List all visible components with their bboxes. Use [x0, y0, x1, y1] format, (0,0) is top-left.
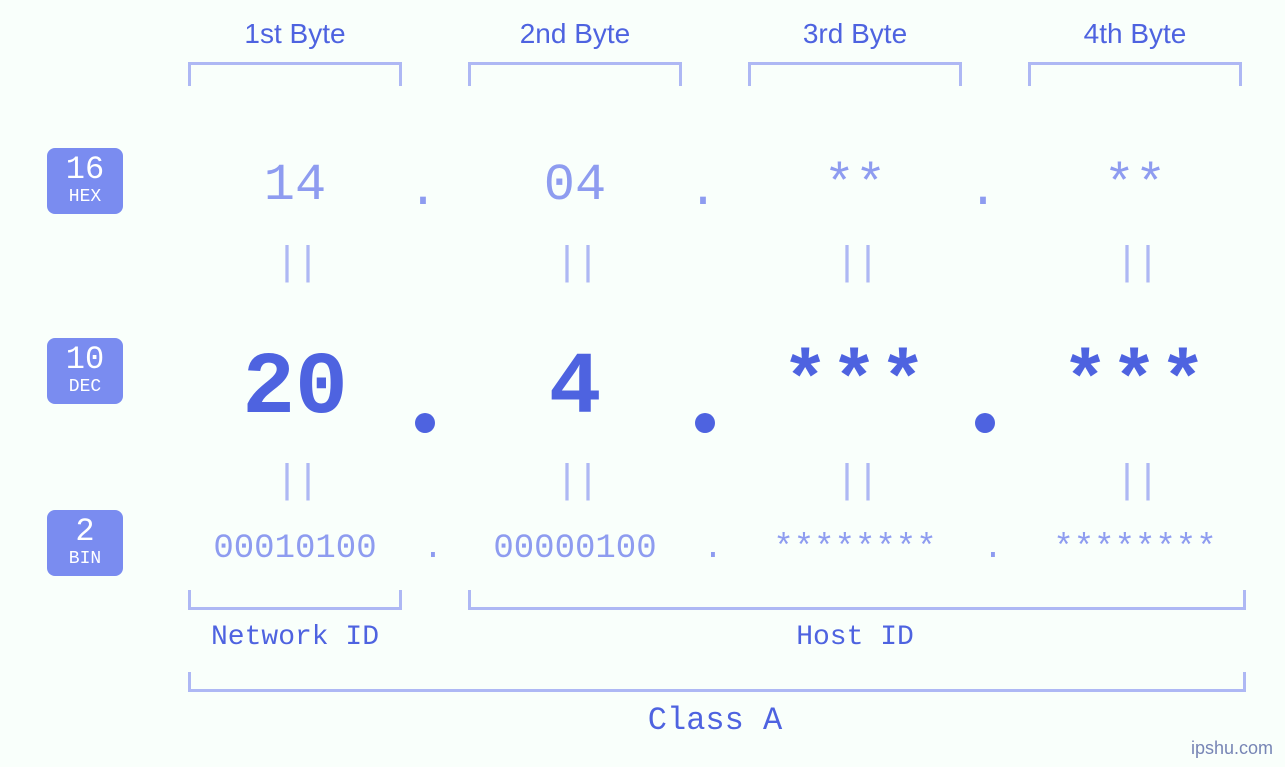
bin-byte-4: ********	[1000, 530, 1270, 568]
dot-hex-1: .	[408, 163, 438, 220]
hex-byte-1: 14	[180, 156, 410, 215]
badge-bin-label: BIN	[47, 550, 123, 568]
dot-hex-3: .	[968, 163, 998, 220]
dot-dec-2	[695, 413, 715, 433]
badge-dec-label: DEC	[47, 378, 123, 396]
eq-1-2: ||	[555, 242, 595, 287]
bin-byte-1: 00010100	[160, 530, 430, 568]
dec-byte-3: ***	[740, 340, 970, 428]
hex-byte-4: **	[1020, 156, 1250, 215]
dec-byte-4: ***	[1020, 340, 1250, 428]
badge-hex-num: 16	[47, 154, 123, 186]
badge-bin-num: 2	[47, 516, 123, 548]
hex-byte-3: **	[740, 156, 970, 215]
eq-2-4: ||	[1115, 460, 1155, 505]
dot-hex-2: .	[688, 163, 718, 220]
bracket-top-2	[468, 62, 682, 86]
label-network-id: Network ID	[180, 622, 410, 653]
bracket-network	[188, 590, 402, 610]
byte-header-4: 4th Byte	[1020, 18, 1250, 50]
byte-header-1: 1st Byte	[180, 18, 410, 50]
eq-2-3: ||	[835, 460, 875, 505]
badge-bin: 2 BIN	[47, 510, 123, 576]
badge-dec-num: 10	[47, 344, 123, 376]
badge-hex: 16 HEX	[47, 148, 123, 214]
bracket-top-4	[1028, 62, 1242, 86]
ip-diagram: 1st Byte 2nd Byte 3rd Byte 4th Byte 16 H…	[0, 0, 1285, 767]
bin-byte-2: 00000100	[440, 530, 710, 568]
bracket-host	[468, 590, 1246, 610]
badge-dec: 10 DEC	[47, 338, 123, 404]
bracket-top-3	[748, 62, 962, 86]
eq-2-1: ||	[275, 460, 315, 505]
dot-dec-3	[975, 413, 995, 433]
dec-byte-2: 4	[460, 340, 690, 439]
dec-byte-1: 20	[180, 340, 410, 439]
label-host-id: Host ID	[460, 622, 1250, 653]
dot-dec-1	[415, 413, 435, 433]
byte-header-2: 2nd Byte	[460, 18, 690, 50]
eq-1-1: ||	[275, 242, 315, 287]
byte-header-3: 3rd Byte	[740, 18, 970, 50]
watermark: ipshu.com	[1191, 738, 1273, 759]
badge-hex-label: HEX	[47, 188, 123, 206]
eq-1-3: ||	[835, 242, 875, 287]
bin-byte-3: ********	[720, 530, 990, 568]
eq-1-4: ||	[1115, 242, 1155, 287]
bracket-class	[188, 672, 1246, 692]
label-class: Class A	[180, 702, 1250, 739]
bracket-top-1	[188, 62, 402, 86]
hex-byte-2: 04	[460, 156, 690, 215]
eq-2-2: ||	[555, 460, 595, 505]
